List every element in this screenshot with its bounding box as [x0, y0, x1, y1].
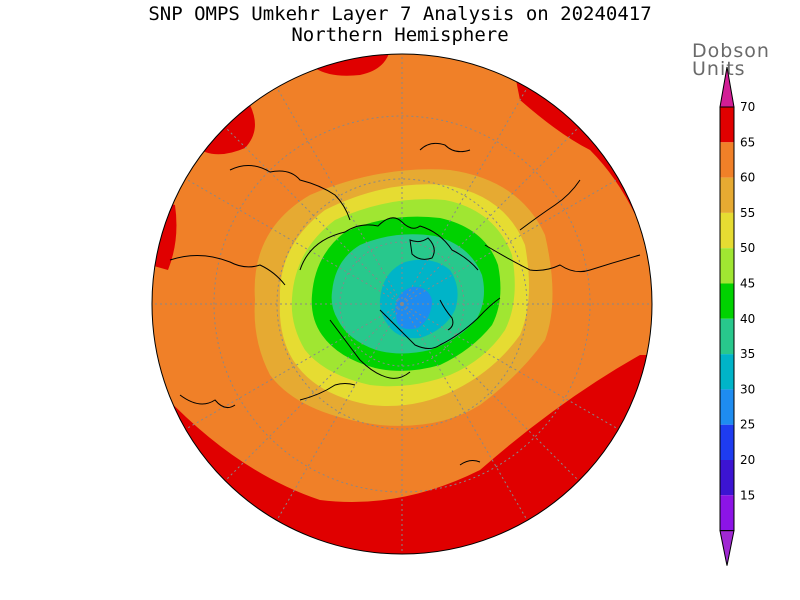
contour-25-30 — [395, 286, 432, 330]
colorbar-unit-label-2: Units — [692, 58, 746, 80]
colorbar-tick-label: 20 — [740, 453, 755, 467]
map-title: SNP OMPS Umkehr Layer 7 Analysis on 2024… — [148, 3, 652, 25]
colorbar-segment — [720, 107, 734, 143]
colorbar-segment — [720, 318, 734, 355]
colorbar-tick-label: 65 — [740, 135, 755, 149]
colorbar-tick-label: 30 — [740, 382, 755, 396]
coastlines — [169, 142, 641, 466]
colorbar-tick-label: 50 — [740, 241, 755, 255]
colorbar-segment — [720, 248, 734, 284]
colorbar-segment — [720, 495, 734, 531]
colorbar-segment — [720, 424, 734, 460]
graticule — [152, 54, 652, 554]
colorbar-tick-label: 60 — [740, 171, 755, 185]
colorbar-tick-label: 15 — [740, 488, 755, 502]
contour-65-70-south — [152, 355, 652, 554]
colorbar-bottom-arrow — [719, 530, 735, 566]
colorbar-segment — [720, 177, 734, 213]
map-boundary — [151, 53, 653, 555]
colorbar-segment — [720, 460, 734, 496]
colorbar-segment — [720, 354, 734, 390]
colorbar-tick-label: 55 — [740, 206, 755, 220]
colorbar-frame — [719, 106, 735, 532]
colorbar-segment — [720, 142, 734, 178]
colorbar-tick-label: 45 — [740, 277, 755, 291]
colorbar-tick-label: 40 — [740, 312, 755, 326]
colorbar-top-arrow — [719, 66, 735, 108]
colorbar-segment — [720, 389, 734, 425]
colorbar-unit-label-1: Dobson — [692, 40, 770, 62]
colorbar-tick-label: 70 — [740, 100, 755, 114]
colorbar-tick-label: 25 — [740, 418, 755, 432]
map-subtitle: Northern Hemisphere — [291, 24, 509, 46]
colorbar-tick-label: 35 — [740, 347, 755, 361]
colorbar-segment — [720, 212, 734, 249]
colorbar-segment — [720, 283, 734, 319]
colorbar: 70 65 60 55 50 45 40 35 30 25 20 15 — [719, 66, 755, 566]
